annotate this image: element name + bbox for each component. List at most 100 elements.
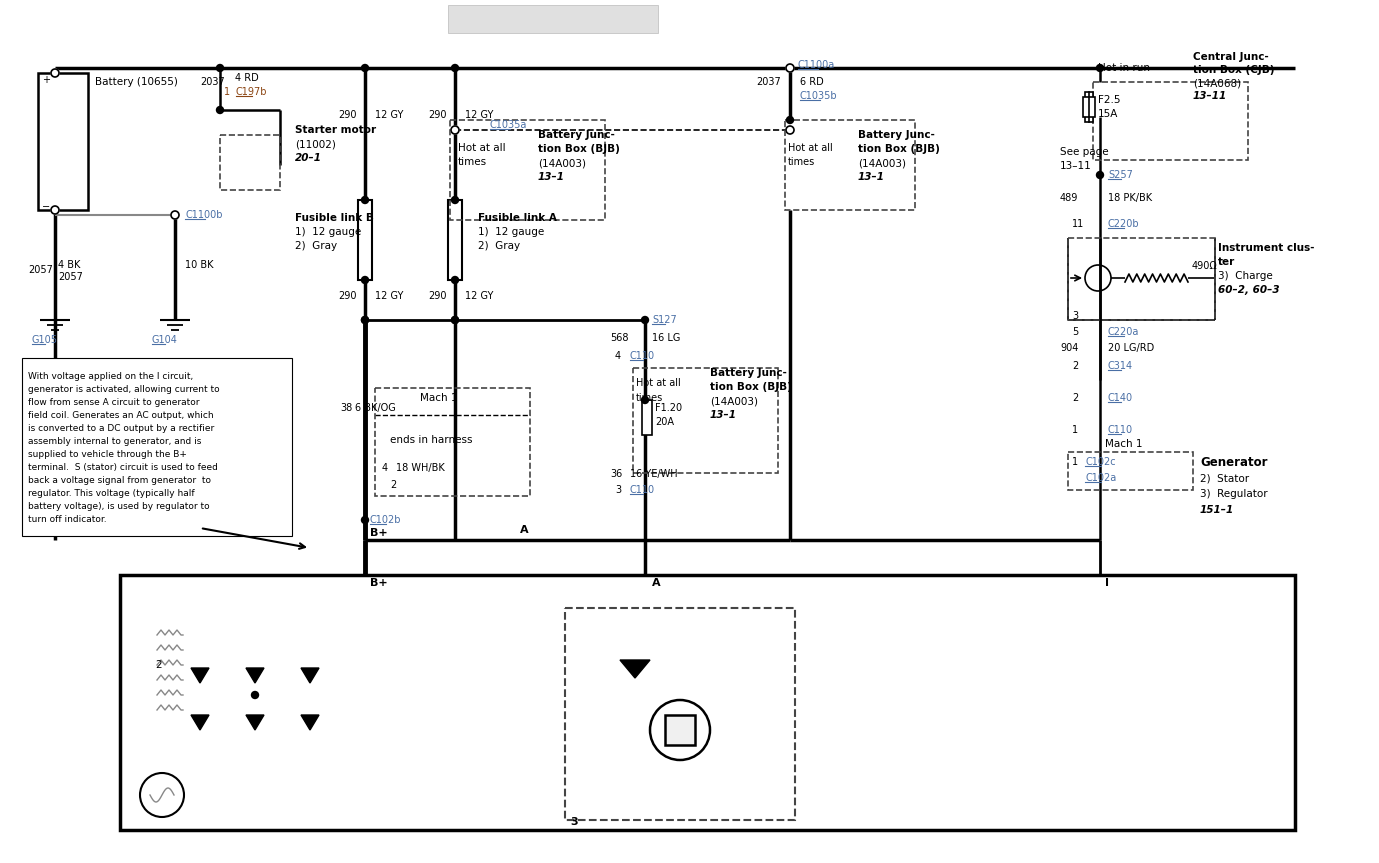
Circle shape [217,106,223,114]
Text: 13–1: 13–1 [858,172,885,182]
Text: 2)  Gray: 2) Gray [295,241,336,251]
Text: turn off indicator.: turn off indicator. [28,515,106,524]
Bar [665,715,695,745]
Text: 16 YE/WH: 16 YE/WH [630,469,677,479]
Text: 2: 2 [1071,393,1078,403]
Text: −: − [41,202,50,212]
Text: 290: 290 [338,291,357,301]
Text: S257: S257 [1107,170,1134,180]
Text: tion Box (BJB): tion Box (BJB) [538,144,621,154]
Bar [375,388,530,496]
Text: (11002): (11002) [295,139,336,149]
Text: 13–11: 13–11 [1060,161,1092,171]
Text: C1035a: C1035a [490,120,527,130]
Text: C1100b: C1100b [185,210,222,220]
Text: C1100a: C1100a [798,60,836,70]
Text: 12 GY: 12 GY [465,110,494,120]
Text: A: A [520,525,528,535]
Circle shape [451,126,459,134]
Circle shape [786,126,794,134]
Text: 2: 2 [154,660,161,670]
Bar [785,120,916,210]
Circle shape [641,396,648,404]
Text: 490Ω: 490Ω [1191,261,1218,271]
Text: 12 GY: 12 GY [465,291,494,301]
Bar [1083,97,1095,117]
Text: 3)  Charge: 3) Charge [1218,271,1273,281]
Text: C1035b: C1035b [800,91,837,101]
Circle shape [361,276,368,284]
Text: 1: 1 [223,87,230,97]
Text: times: times [636,393,663,403]
Text: 16 LG: 16 LG [652,333,680,343]
Text: C220b: C220b [1107,219,1139,229]
Text: 1: 1 [1071,457,1078,467]
Text: 18 WH/BK: 18 WH/BK [396,463,445,473]
Text: G105: G105 [32,335,58,345]
Bar [1067,238,1215,320]
Text: B+: B+ [370,528,387,538]
Polygon shape [301,668,319,683]
Bar [450,120,605,220]
Text: C102b: C102b [370,515,401,525]
Circle shape [361,65,368,72]
Text: G104: G104 [152,335,178,345]
Text: assembly internal to generator, and is: assembly internal to generator, and is [28,437,201,446]
Text: +: + [41,75,50,85]
Text: 2: 2 [1071,361,1078,371]
Text: S127: S127 [652,315,677,325]
Text: Mach 1: Mach 1 [421,393,458,403]
Bar [448,200,462,280]
Circle shape [171,211,179,219]
Text: 18 PK/BK: 18 PK/BK [1107,193,1151,203]
Text: Instrument clus-: Instrument clus- [1218,243,1314,253]
Text: A: A [652,578,661,588]
Circle shape [51,206,59,214]
Text: 1: 1 [1071,425,1078,435]
Circle shape [451,65,458,72]
Text: 6 RD: 6 RD [800,77,823,87]
Text: 2)  Gray: 2) Gray [479,241,520,251]
Text: 2037: 2037 [756,77,781,87]
Text: Battery (10655): Battery (10655) [95,77,178,87]
Text: flow from sense A circuit to generator: flow from sense A circuit to generator [28,398,200,407]
Circle shape [451,317,458,324]
Text: See page: See page [1060,147,1109,157]
Text: C110: C110 [630,485,655,495]
Bar [633,368,778,473]
Text: 290: 290 [427,291,447,301]
Text: 11: 11 [1071,219,1084,229]
Text: 1)  12 gauge: 1) 12 gauge [295,227,361,237]
Text: regulator. This voltage (typically half: regulator. This voltage (typically half [28,489,194,498]
Text: 20A: 20A [655,417,674,427]
Circle shape [451,276,458,284]
Text: 4 RD: 4 RD [234,73,259,83]
Text: 2)  Stator: 2) Stator [1200,473,1249,483]
Text: Hot at all: Hot at all [458,143,506,153]
Circle shape [361,317,368,324]
Circle shape [361,317,368,324]
Text: (14A068): (14A068) [1193,78,1241,88]
Text: ends in harness: ends in harness [390,435,473,445]
Circle shape [451,317,458,324]
Circle shape [786,64,794,72]
Text: 12 GY: 12 GY [375,110,404,120]
Text: 5: 5 [1071,327,1078,337]
Text: terminal.  S (stator) circuit is used to feed: terminal. S (stator) circuit is used to … [28,463,218,472]
Text: Starter motor: Starter motor [295,125,376,135]
Circle shape [361,516,368,524]
Circle shape [451,197,458,204]
Text: 13–1: 13–1 [538,172,565,182]
Text: Hot at all: Hot at all [636,378,681,388]
Text: 3: 3 [615,485,621,495]
Text: tion Box (BJB): tion Box (BJB) [710,382,792,392]
Text: Central Junc-: Central Junc- [1193,52,1269,62]
Circle shape [1096,172,1103,179]
Text: field coil. Generates an AC output, which: field coil. Generates an AC output, whic… [28,411,214,420]
Bar [221,135,280,190]
Polygon shape [245,668,263,683]
Circle shape [786,117,793,123]
Circle shape [361,197,368,204]
Text: (14A003): (14A003) [710,396,758,406]
Text: 1)  12 gauge: 1) 12 gauge [479,227,545,237]
